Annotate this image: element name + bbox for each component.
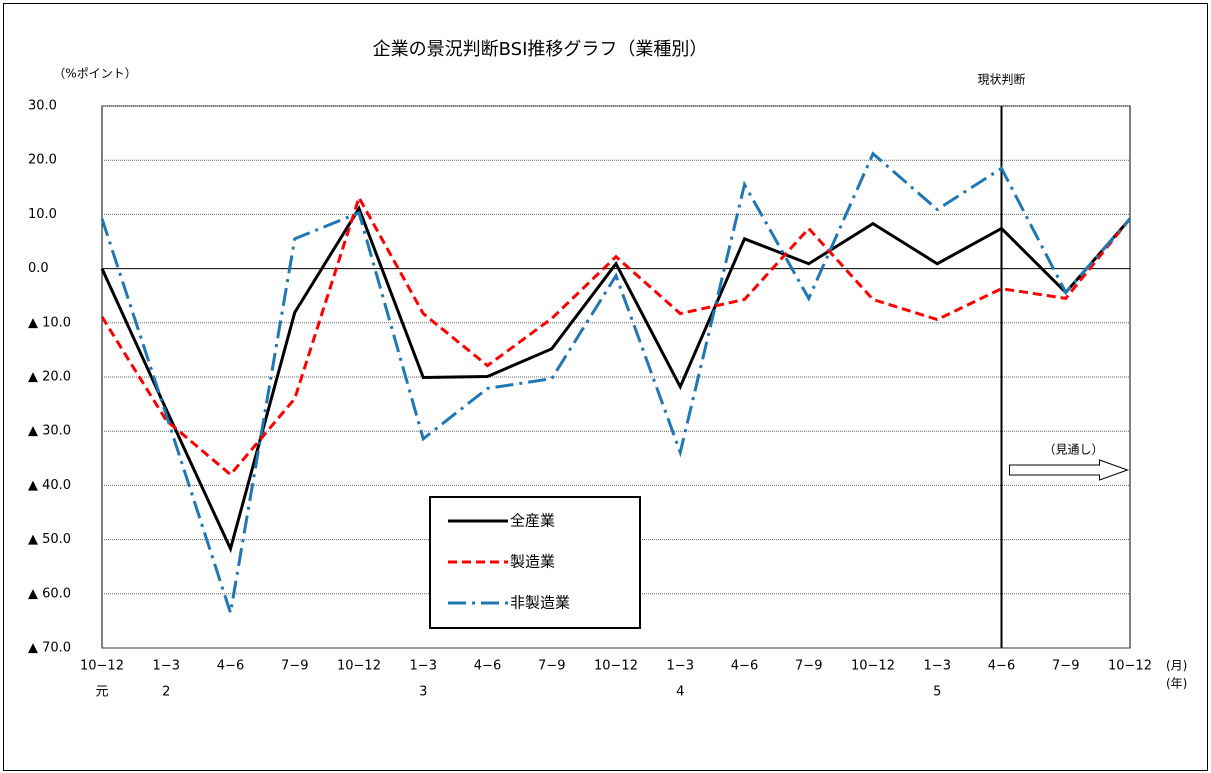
x-tick-label: 4−6 <box>731 659 758 674</box>
series-line <box>100 193 1132 477</box>
legend-label: 製造業 <box>510 553 555 571</box>
y-tick-label: ▲ 40.0 <box>28 478 71 493</box>
x-unit-label: (月) <box>1166 659 1187 673</box>
y-axis-label: （%ポイント） <box>53 67 136 81</box>
x-tick-label: 1−3 <box>924 659 951 674</box>
x-tick-label: 10−12 <box>594 659 638 674</box>
x-tick-label: 7−9 <box>795 659 822 674</box>
x-tick-label: 7−9 <box>1052 659 1079 674</box>
y-tick-label: ▲ 60.0 <box>28 586 71 601</box>
x-tick-label: 10−12 <box>337 659 381 674</box>
legend-label: 非製造業 <box>510 594 570 612</box>
series-line <box>100 151 1132 614</box>
x-tick-label: 10−12 <box>1108 659 1152 674</box>
chart-title: 企業の景況判断BSI推移グラフ（業種別） <box>373 39 708 60</box>
y-tick-label: ▲ 10.0 <box>28 315 71 330</box>
outlook-label: （見通し） <box>1043 443 1103 457</box>
outlook-arrow <box>1009 459 1129 481</box>
x-tick-label: 1−3 <box>667 659 694 674</box>
series-line <box>100 205 1132 554</box>
year-label: 4 <box>676 685 684 700</box>
legend-label: 全産業 <box>510 512 555 530</box>
year-unit-label: (年) <box>1166 677 1187 691</box>
year-label: 元 <box>95 685 108 700</box>
year-label: 2 <box>162 685 170 700</box>
x-tick-label: 1−3 <box>410 659 437 674</box>
x-tick-label: 10−12 <box>80 659 124 674</box>
x-tick-label: 4−6 <box>217 659 244 674</box>
current-label: 現状判断 <box>977 72 1025 87</box>
year-label: 3 <box>419 685 427 700</box>
y-tick-label: ▲ 70.0 <box>28 641 71 656</box>
y-tick-label: 10.0 <box>28 207 57 222</box>
y-tick-label: 0.0 <box>28 261 49 276</box>
y-tick-label: ▲ 30.0 <box>28 424 71 439</box>
x-tick-label: 4−6 <box>988 659 1015 674</box>
year-label: 5 <box>933 685 941 700</box>
x-tick-label: 4−6 <box>474 659 501 674</box>
x-tick-label: 1−3 <box>153 659 180 674</box>
y-tick-label: 30.0 <box>28 99 57 114</box>
x-tick-label: 7−9 <box>538 659 565 674</box>
x-tick-label: 7−9 <box>281 659 308 674</box>
y-tick-label: ▲ 50.0 <box>28 532 71 547</box>
y-tick-label: ▲ 20.0 <box>28 370 71 385</box>
x-tick-label: 10−12 <box>851 659 895 674</box>
y-tick-label: 20.0 <box>28 153 57 168</box>
